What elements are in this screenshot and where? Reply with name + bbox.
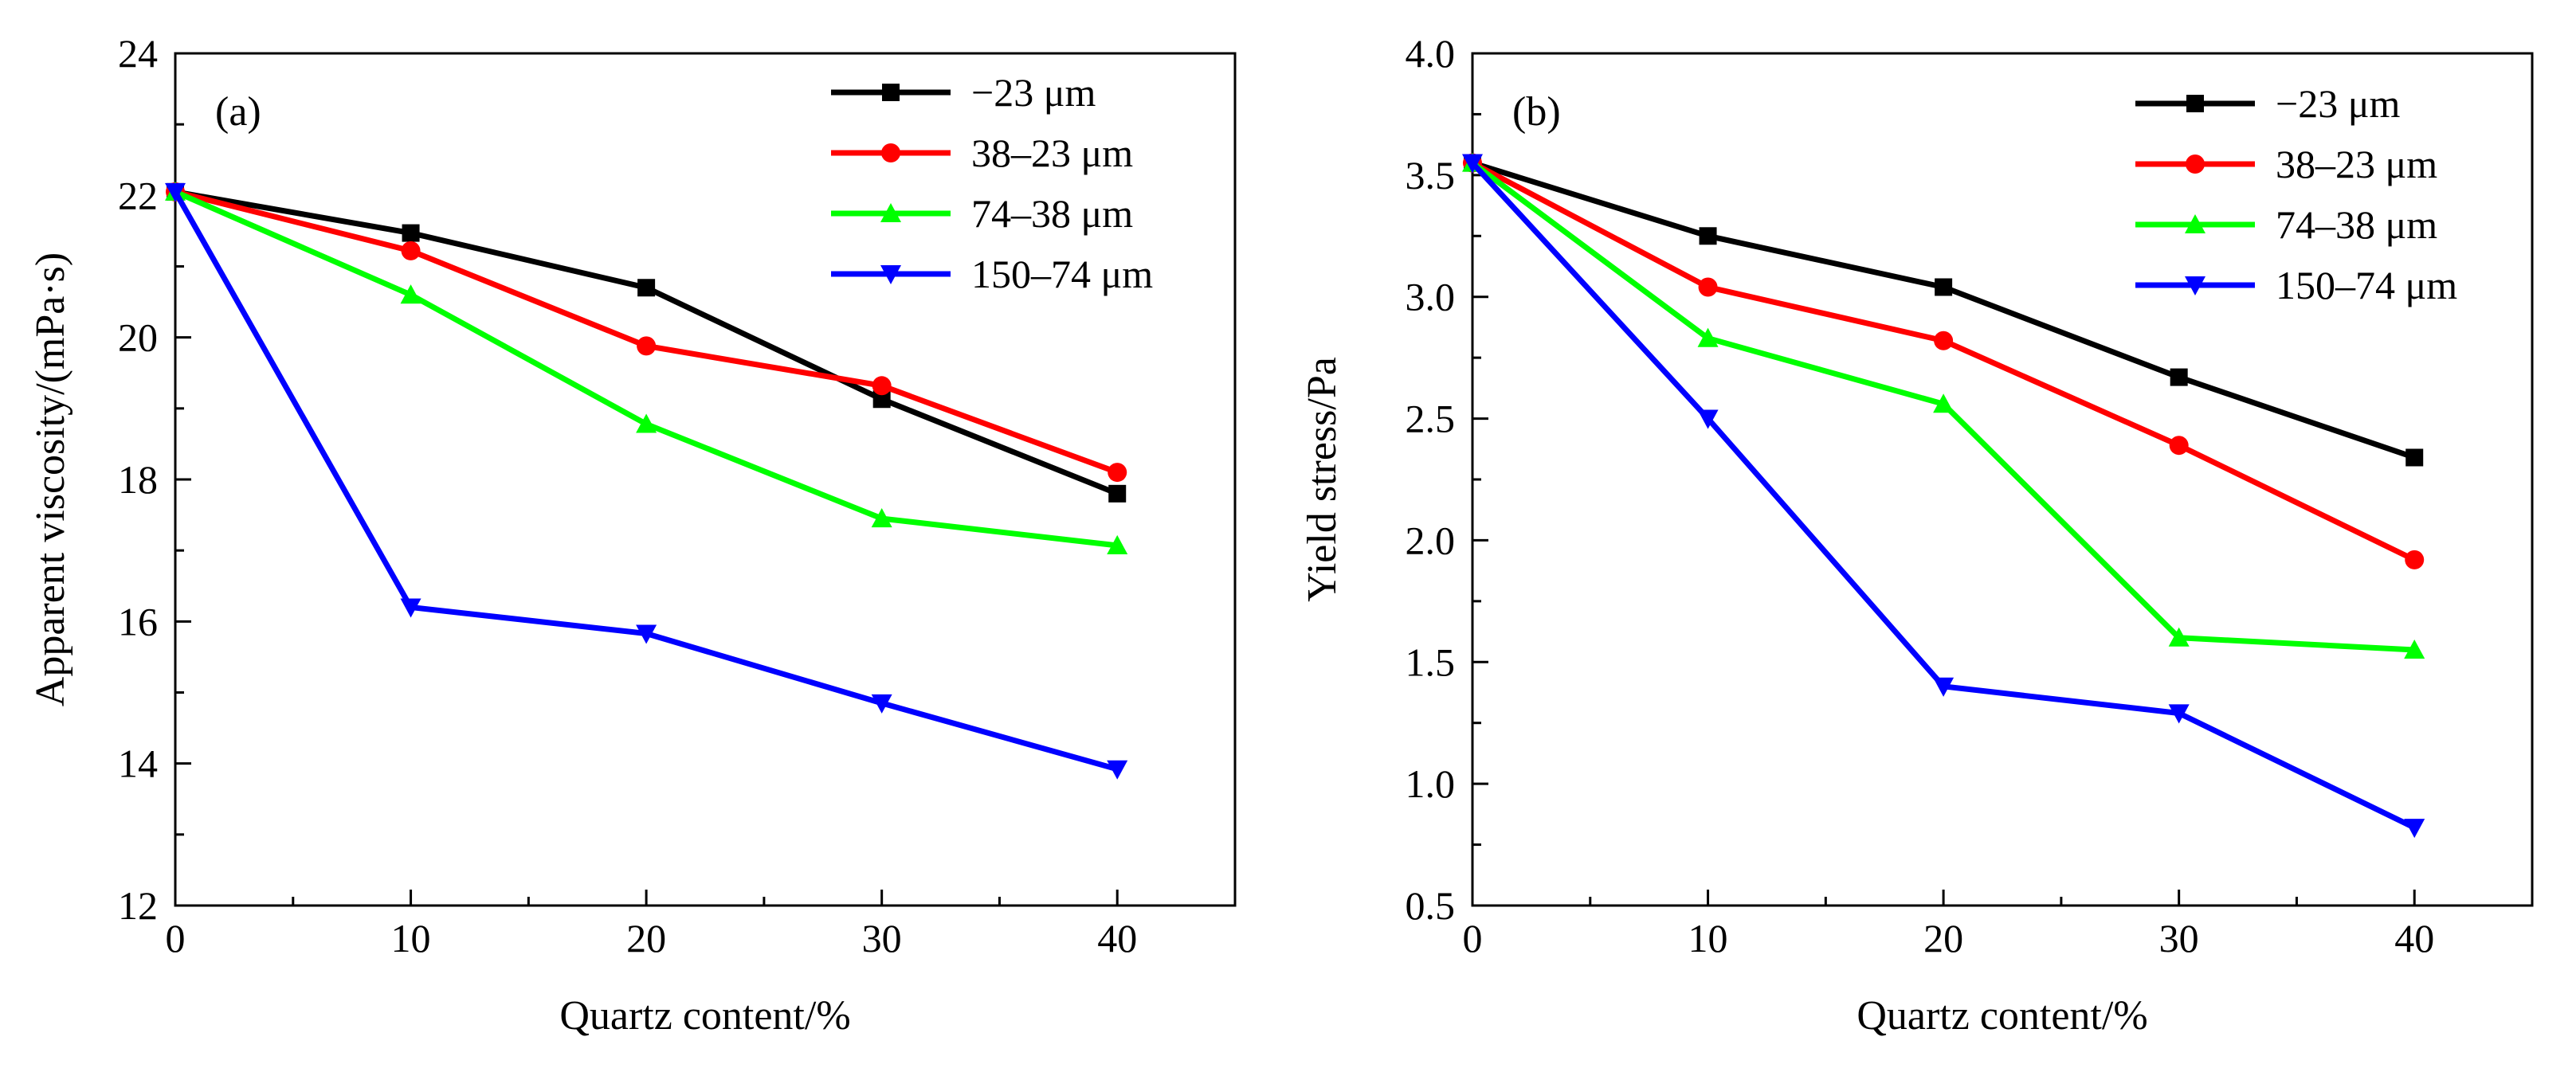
- legend-marker: [882, 84, 900, 101]
- legend-label: 74–38 μm: [2276, 202, 2437, 247]
- data-point: [1462, 154, 1483, 174]
- series-3: [1462, 154, 2425, 839]
- y-tick-label: 14: [118, 741, 158, 786]
- legend-label: 74–38 μm: [971, 191, 1133, 236]
- y-tick-label: 3.5: [1406, 153, 1456, 198]
- data-point: [1933, 393, 1955, 413]
- data-point: [1697, 409, 1719, 429]
- y-tick-label: 20: [118, 315, 158, 360]
- data-point: [401, 241, 421, 260]
- legend-marker: [881, 143, 900, 162]
- series-2: [165, 181, 1128, 554]
- data-point: [400, 284, 421, 304]
- legend-marker: [2185, 214, 2205, 234]
- x-tick-label: 10: [391, 916, 431, 960]
- data-point: [165, 182, 186, 202]
- data-point: [636, 624, 657, 644]
- data-point: [1108, 463, 1127, 483]
- y-axis-title: Yield stress/Pa: [1300, 357, 1345, 602]
- y-tick-label: 2.5: [1406, 397, 1456, 441]
- legend-label: 150–74 μm: [2276, 263, 2457, 307]
- data-point: [1933, 677, 1955, 697]
- x-axis-title: Quartz content/%: [559, 993, 850, 1039]
- y-tick-label: 22: [118, 173, 158, 217]
- x-axis-title: Quartz content/%: [1857, 993, 2147, 1039]
- panel-label: (a): [215, 89, 261, 135]
- x-tick-label: 20: [626, 916, 666, 960]
- data-point: [637, 279, 656, 297]
- legend: −23 μm 38–23 μm 74–38 μm 150–74 μm: [831, 70, 1153, 296]
- x-tick-label: 20: [1923, 916, 1963, 960]
- y-tick-label: 18: [118, 457, 158, 502]
- data-point: [2404, 640, 2425, 659]
- y-tick-label: 16: [118, 599, 158, 644]
- data-point: [871, 508, 892, 528]
- x-tick-label: 10: [1688, 916, 1728, 960]
- legend-marker: [880, 203, 901, 223]
- data-point: [400, 598, 421, 618]
- data-point: [636, 413, 657, 433]
- data-point: [872, 390, 891, 409]
- x-tick-label: 0: [1463, 916, 1483, 960]
- y-tick-label: 2.0: [1406, 518, 1456, 562]
- y-tick-label: 12: [118, 883, 158, 928]
- panel-label: (b): [1512, 89, 1561, 135]
- y-tick-label: 3.0: [1406, 275, 1456, 319]
- data-point: [2168, 704, 2190, 724]
- data-point: [2169, 436, 2189, 456]
- data-point: [1699, 227, 1717, 245]
- data-point: [1107, 760, 1128, 780]
- y-tick-label: 24: [118, 31, 158, 76]
- series-line: [1471, 160, 2416, 563]
- legend-label: 38–23 μm: [2276, 142, 2437, 186]
- series-line: [1470, 161, 2416, 831]
- y-tick-label: 0.5: [1406, 883, 1456, 928]
- series-1: [166, 182, 1127, 483]
- y-axis-title: Apparent viscosity/(mPa·s): [28, 252, 73, 706]
- data-point: [1697, 327, 1719, 347]
- data-point: [402, 224, 420, 242]
- legend-marker: [880, 264, 901, 284]
- x-tick-label: 0: [166, 916, 186, 960]
- data-point: [2405, 550, 2425, 569]
- y-tick-label: 4.0: [1406, 31, 1456, 76]
- data-point: [871, 694, 892, 714]
- data-point: [637, 336, 657, 356]
- legend-label: 38–23 μm: [971, 131, 1133, 175]
- data-point: [1934, 331, 1954, 350]
- data-point: [2404, 819, 2425, 839]
- series-0: [1464, 154, 2424, 467]
- data-point: [872, 376, 892, 396]
- chart-panel-b: 0 10 20 30 40 0.5 1.0 1.5 2.0 2.5 3.0 3.5 4.0 Quartz …: [1300, 31, 2534, 1039]
- legend-label: 150–74 μm: [971, 252, 1153, 296]
- legend-label: −23 μm: [971, 70, 1096, 115]
- legend-marker: [2185, 276, 2205, 295]
- data-point: [2405, 448, 2424, 467]
- data-point: [2170, 368, 2188, 386]
- legend-label: −23 μm: [2276, 81, 2401, 126]
- x-tick-label: 40: [1097, 916, 1137, 960]
- series-3: [165, 182, 1128, 780]
- series-line: [1471, 160, 2416, 460]
- data-point: [2168, 627, 2190, 647]
- data-point: [1698, 277, 1718, 297]
- data-point: [1108, 484, 1127, 503]
- legend: −23 μm 38–23 μm 74–38 μm 150–74 μm: [2135, 81, 2457, 307]
- x-tick-label: 30: [2159, 916, 2199, 960]
- series-line: [174, 189, 1118, 549]
- legend-marker: [2186, 155, 2205, 174]
- data-point: [1107, 534, 1128, 554]
- y-tick-label: 1.0: [1406, 761, 1456, 806]
- y-tick-label: 1.5: [1406, 640, 1456, 684]
- x-tick-label: 30: [862, 916, 902, 960]
- data-point: [1935, 278, 1953, 296]
- x-tick-label: 40: [2394, 916, 2434, 960]
- legend-marker: [2186, 95, 2204, 112]
- chart-panel-a: 0 10 20 30 40 12 14 16 18 20 22 24 Quartz content/% A…: [28, 31, 1237, 1039]
